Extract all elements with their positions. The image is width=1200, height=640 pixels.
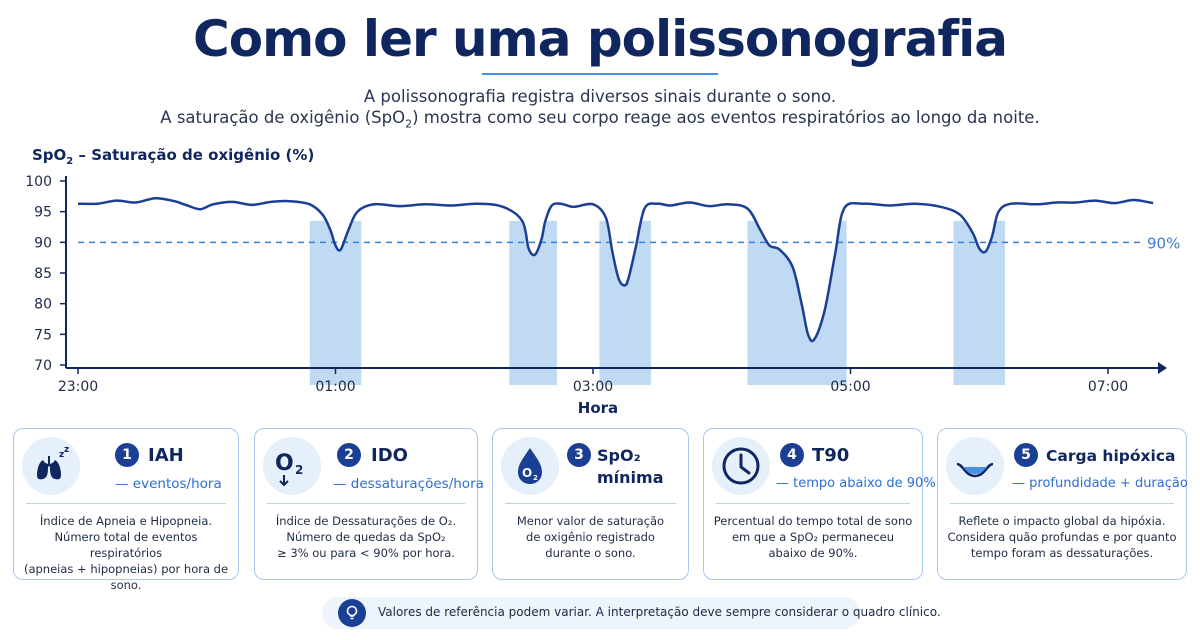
card-subtitle: — eventos/hora: [115, 476, 222, 492]
x-axis-label: Hora: [578, 399, 618, 417]
x-tick-label: 03:00: [573, 379, 613, 395]
card-subtitle: — tempo abaixo de 90%: [776, 476, 936, 491]
desc-line: Percentual do tempo total de sono: [713, 514, 913, 528]
footer-note: Valores de referência podem variar. A in…: [322, 597, 941, 629]
x-tick-label: 01:00: [315, 379, 355, 395]
spo2-chart: 90% 100 95 90 85 80 75 70 23:00 01:00 03:00 05:00 07…: [25, 174, 1180, 417]
subtitle-line-1: A polissonografia registra diversos sina…: [363, 87, 837, 106]
y-tick-label: 75: [34, 327, 52, 343]
card-spo2-minima: O 2 3 SpO₂ mínima Menor valor de saturaç…: [492, 428, 689, 580]
y-tick-label: 80: [34, 297, 52, 313]
fill-mask: [361, 219, 510, 386]
desc-line: ≥ 3% ou para < 90% por hora.: [277, 546, 455, 560]
desc-line: Considera quão profundas e por quanto: [947, 530, 1177, 544]
card-title: IDO: [371, 445, 408, 466]
oxygen-down-icon: O 2: [263, 437, 321, 495]
card-title: IAH: [148, 445, 184, 466]
desc-line: Número total de eventos respiratórios: [54, 530, 198, 560]
lungs-icon: z z: [22, 437, 80, 495]
svg-text:O: O: [275, 451, 294, 476]
card-divider: [267, 503, 465, 504]
card-title: T90: [812, 445, 850, 466]
chart-title: SpO2 – Saturação de oxigênio (%): [32, 146, 314, 167]
card-number: 5: [1014, 443, 1038, 467]
desc-line: (apneias + hipopneias) por hora de sono.: [23, 562, 229, 592]
lightbulb-icon: [338, 599, 366, 627]
clock-icon: [712, 437, 770, 495]
threshold-label: 90%: [1147, 234, 1180, 252]
footer-text: Valores de referência podem variar. A in…: [378, 605, 941, 619]
page-title: Como ler uma polissonografia: [193, 10, 1008, 68]
y-tick-label: 100: [25, 174, 52, 190]
desc-line: de oxigênio registrado: [526, 530, 655, 544]
card-carga-hipoxica: 5 Carga hipóxica — profundidade + duraçã…: [937, 428, 1188, 580]
svg-text:z: z: [59, 450, 64, 460]
subtitle-sub: 2: [405, 117, 413, 131]
desc-line: tempo foram as dessaturações.: [970, 546, 1154, 560]
card-divider: [26, 503, 226, 504]
hypoxic-load-icon: [946, 437, 1004, 495]
metrics-cards: z z 1 IAH — eventos/hora Índice de Apnei…: [0, 428, 1200, 592]
card-number: 4: [780, 443, 804, 467]
x-tick-label: 23:00: [58, 379, 98, 395]
desc-line: Reflete o impacto global da hipóxia.: [958, 514, 1166, 528]
card-ido: O 2 2 IDO — dessaturações/hora Índice de…: [254, 428, 484, 580]
y-tick-label: 85: [34, 266, 52, 282]
desc-line: Número de quedas da SpO₂: [286, 530, 446, 544]
fill-mask: [556, 219, 600, 386]
card-description: Reflete o impacto global da hipóxia. Con…: [944, 513, 1180, 561]
card-description: Índice de Dessaturações de O₂. Número de…: [261, 513, 471, 561]
card-subtitle: — dessaturações/hora: [333, 476, 484, 492]
card-divider: [505, 503, 676, 504]
card-subtitle: — profundidade + duração: [1012, 476, 1188, 491]
chart-title-post: – Saturação de oxigênio (%): [73, 146, 315, 164]
card-title: Carga hipóxica: [1046, 447, 1176, 465]
x-tick-label: 07:00: [1088, 379, 1128, 395]
chart-title-pre: SpO: [32, 146, 67, 164]
card-number: 3: [567, 443, 591, 467]
card-divider: [950, 503, 1174, 504]
card-title: SpO₂: [597, 446, 641, 465]
card-divider: [716, 503, 910, 504]
subtitle-post: ) mostra como seu corpo reage aos evento…: [412, 108, 1040, 127]
svg-text:O: O: [522, 466, 532, 480]
fill-mask: [650, 219, 748, 386]
svg-text:z: z: [64, 445, 69, 455]
oxygen-drop-icon: O 2: [501, 437, 559, 495]
fill-mask: [1005, 219, 1168, 386]
desc-line: abaixo de 90%.: [768, 546, 858, 560]
card-title-line2: mínima: [597, 468, 664, 487]
spo2-series-line: [77, 196, 1154, 343]
fill-mask: [78, 219, 310, 386]
subtitle-pre: A saturação de oxigênio (SpO: [160, 108, 406, 127]
card-number: 1: [115, 443, 139, 467]
card-t90: 4 T90 — tempo abaixo de 90% Percentual d…: [703, 428, 936, 580]
y-tick-label: 95: [34, 205, 52, 221]
y-tick-label: 90: [34, 235, 52, 251]
x-axis-arrow: [1158, 362, 1167, 374]
card-description: Percentual do tempo total de sono em que…: [710, 513, 916, 561]
card-number: 2: [337, 443, 361, 467]
desc-line: durante o sono.: [545, 546, 636, 560]
x-tick-label: 05:00: [830, 379, 870, 395]
desc-line: Menor valor de saturação: [516, 514, 665, 528]
card-description: Menor valor de saturação de oxigênio reg…: [499, 513, 682, 561]
card-description: Índice de Apneia e Hipopneia. Número tot…: [20, 513, 232, 593]
svg-text:2: 2: [533, 474, 538, 482]
y-tick-label: 70: [34, 358, 52, 374]
chart-title-sub: 2: [66, 156, 74, 167]
desc-line: Índice de Apneia e Hipopneia.: [39, 514, 213, 528]
card-iah: z z 1 IAH — eventos/hora Índice de Apnei…: [13, 428, 239, 592]
subtitle-line-2: A saturação de oxigênio (SpO2) mostra co…: [0, 108, 1200, 130]
svg-text:2: 2: [295, 463, 303, 477]
desc-line: Índice de Dessaturações de O₂.: [275, 514, 457, 528]
fill-mask: [846, 219, 954, 386]
desc-line: em que a SpO₂ permaneceu: [731, 530, 895, 544]
title-underline: [482, 73, 718, 75]
